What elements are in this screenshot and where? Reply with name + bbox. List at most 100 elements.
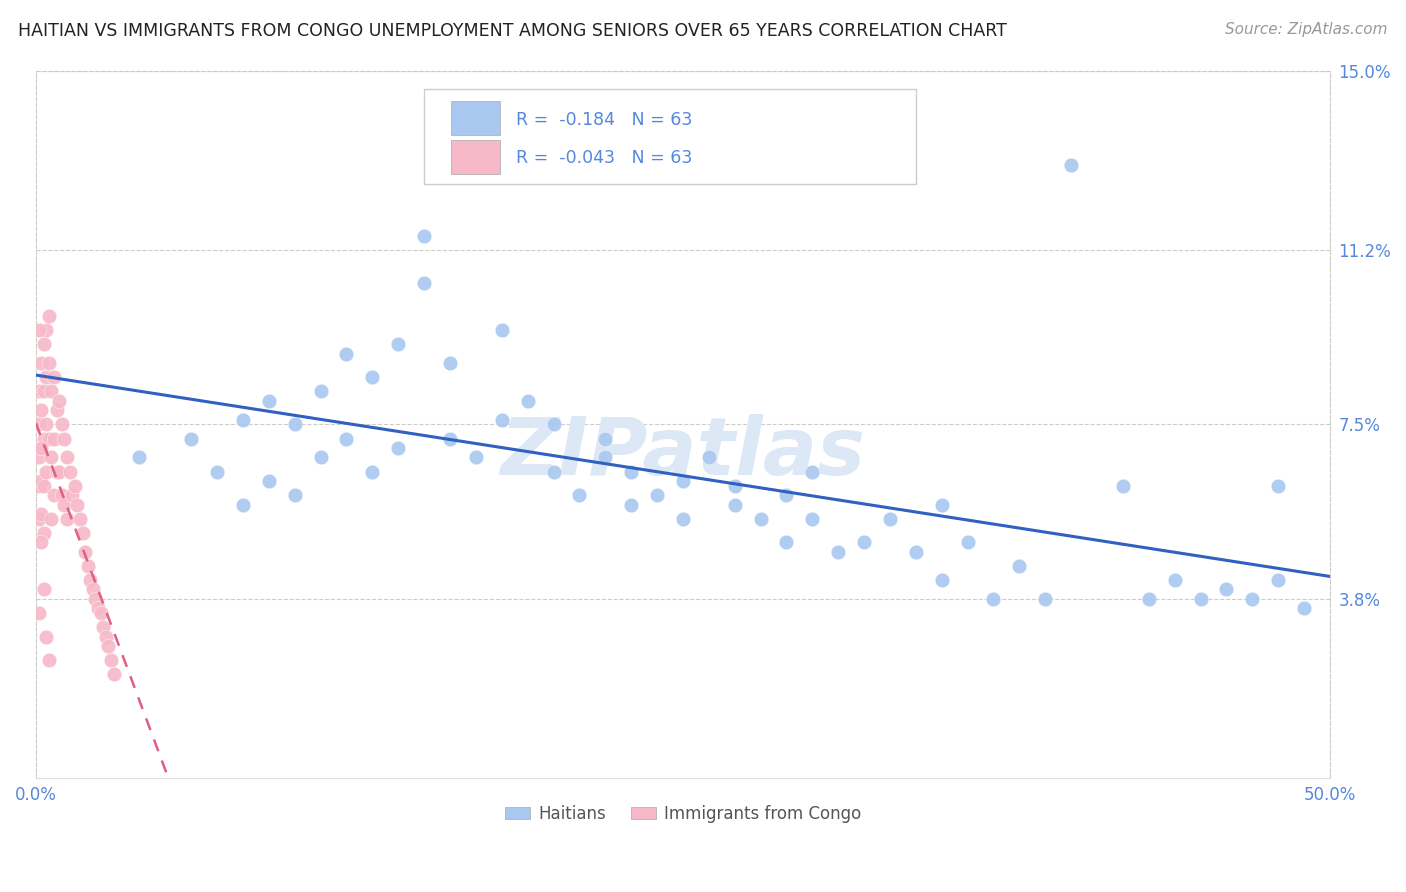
- Point: [91, 620, 114, 634]
- Point: [38, 653, 60, 667]
- Bar: [451, 140, 501, 174]
- Point: [983, 591, 1005, 606]
- Text: R =  -0.184   N = 63: R = -0.184 N = 63: [516, 112, 692, 129]
- Point: [42, 432, 65, 446]
- Point: [27, 417, 49, 432]
- Point: [1267, 479, 1289, 493]
- Point: [724, 479, 747, 493]
- Point: [63, 479, 86, 493]
- Point: [27, 479, 49, 493]
- Point: [48, 465, 70, 479]
- Point: [38, 309, 60, 323]
- Point: [1033, 591, 1056, 606]
- Point: [75, 545, 97, 559]
- Point: [595, 450, 617, 465]
- Point: [595, 432, 617, 446]
- Point: [439, 356, 461, 370]
- Point: [100, 653, 122, 667]
- Point: [232, 413, 254, 427]
- FancyBboxPatch shape: [425, 88, 915, 184]
- Point: [38, 356, 60, 370]
- Point: [1267, 573, 1289, 587]
- Point: [232, 498, 254, 512]
- Point: [27, 450, 49, 465]
- Point: [1241, 591, 1264, 606]
- Point: [543, 417, 565, 432]
- Point: [879, 512, 901, 526]
- Point: [205, 465, 228, 479]
- Point: [97, 639, 120, 653]
- Point: [387, 441, 409, 455]
- Point: [180, 432, 202, 446]
- Point: [27, 323, 49, 337]
- Point: [1137, 591, 1160, 606]
- Legend: Haitians, Immigrants from Congo: Haitians, Immigrants from Congo: [498, 798, 868, 830]
- Point: [309, 450, 332, 465]
- Point: [30, 441, 52, 455]
- Text: HAITIAN VS IMMIGRANTS FROM CONGO UNEMPLOYMENT AMONG SENIORS OVER 65 YEARS CORREL: HAITIAN VS IMMIGRANTS FROM CONGO UNEMPLO…: [18, 22, 1007, 40]
- Point: [58, 465, 80, 479]
- Point: [53, 432, 76, 446]
- Point: [672, 474, 695, 488]
- Point: [1292, 601, 1315, 615]
- Point: [904, 545, 927, 559]
- Point: [931, 573, 953, 587]
- Point: [32, 479, 55, 493]
- Point: [35, 630, 58, 644]
- Point: [464, 450, 486, 465]
- Point: [361, 370, 384, 384]
- Point: [53, 498, 76, 512]
- Point: [87, 601, 110, 615]
- Point: [1215, 582, 1237, 597]
- Point: [1060, 158, 1083, 172]
- Point: [284, 488, 307, 502]
- Point: [38, 432, 60, 446]
- Point: [413, 229, 436, 244]
- Point: [32, 384, 55, 399]
- Point: [69, 512, 91, 526]
- Point: [79, 573, 101, 587]
- Point: [30, 356, 52, 370]
- Point: [413, 276, 436, 290]
- Point: [90, 606, 112, 620]
- Point: [84, 591, 107, 606]
- Point: [620, 465, 643, 479]
- Point: [72, 525, 94, 540]
- Text: R =  -0.043   N = 63: R = -0.043 N = 63: [516, 149, 692, 167]
- Point: [42, 370, 65, 384]
- Point: [41, 450, 63, 465]
- Point: [956, 535, 979, 549]
- Point: [94, 630, 117, 644]
- Point: [32, 337, 55, 351]
- Point: [45, 465, 67, 479]
- Point: [543, 465, 565, 479]
- Point: [45, 403, 67, 417]
- Point: [51, 488, 73, 502]
- Point: [48, 393, 70, 408]
- Text: Source: ZipAtlas.com: Source: ZipAtlas.com: [1225, 22, 1388, 37]
- Point: [42, 488, 65, 502]
- Point: [35, 465, 58, 479]
- Point: [309, 384, 332, 399]
- Point: [335, 347, 357, 361]
- Text: ZIPatlas: ZIPatlas: [501, 414, 866, 491]
- Point: [66, 498, 89, 512]
- Point: [1163, 573, 1185, 587]
- Point: [284, 417, 307, 432]
- Point: [30, 441, 52, 455]
- Point: [1112, 479, 1135, 493]
- Point: [32, 525, 55, 540]
- Point: [335, 432, 357, 446]
- Point: [697, 450, 720, 465]
- Point: [82, 582, 104, 597]
- Point: [1008, 558, 1031, 573]
- Point: [30, 507, 52, 521]
- Point: [361, 465, 384, 479]
- Point: [491, 323, 513, 337]
- Point: [853, 535, 876, 549]
- Point: [801, 465, 824, 479]
- Point: [387, 337, 409, 351]
- Point: [76, 558, 98, 573]
- Point: [27, 384, 49, 399]
- Point: [491, 413, 513, 427]
